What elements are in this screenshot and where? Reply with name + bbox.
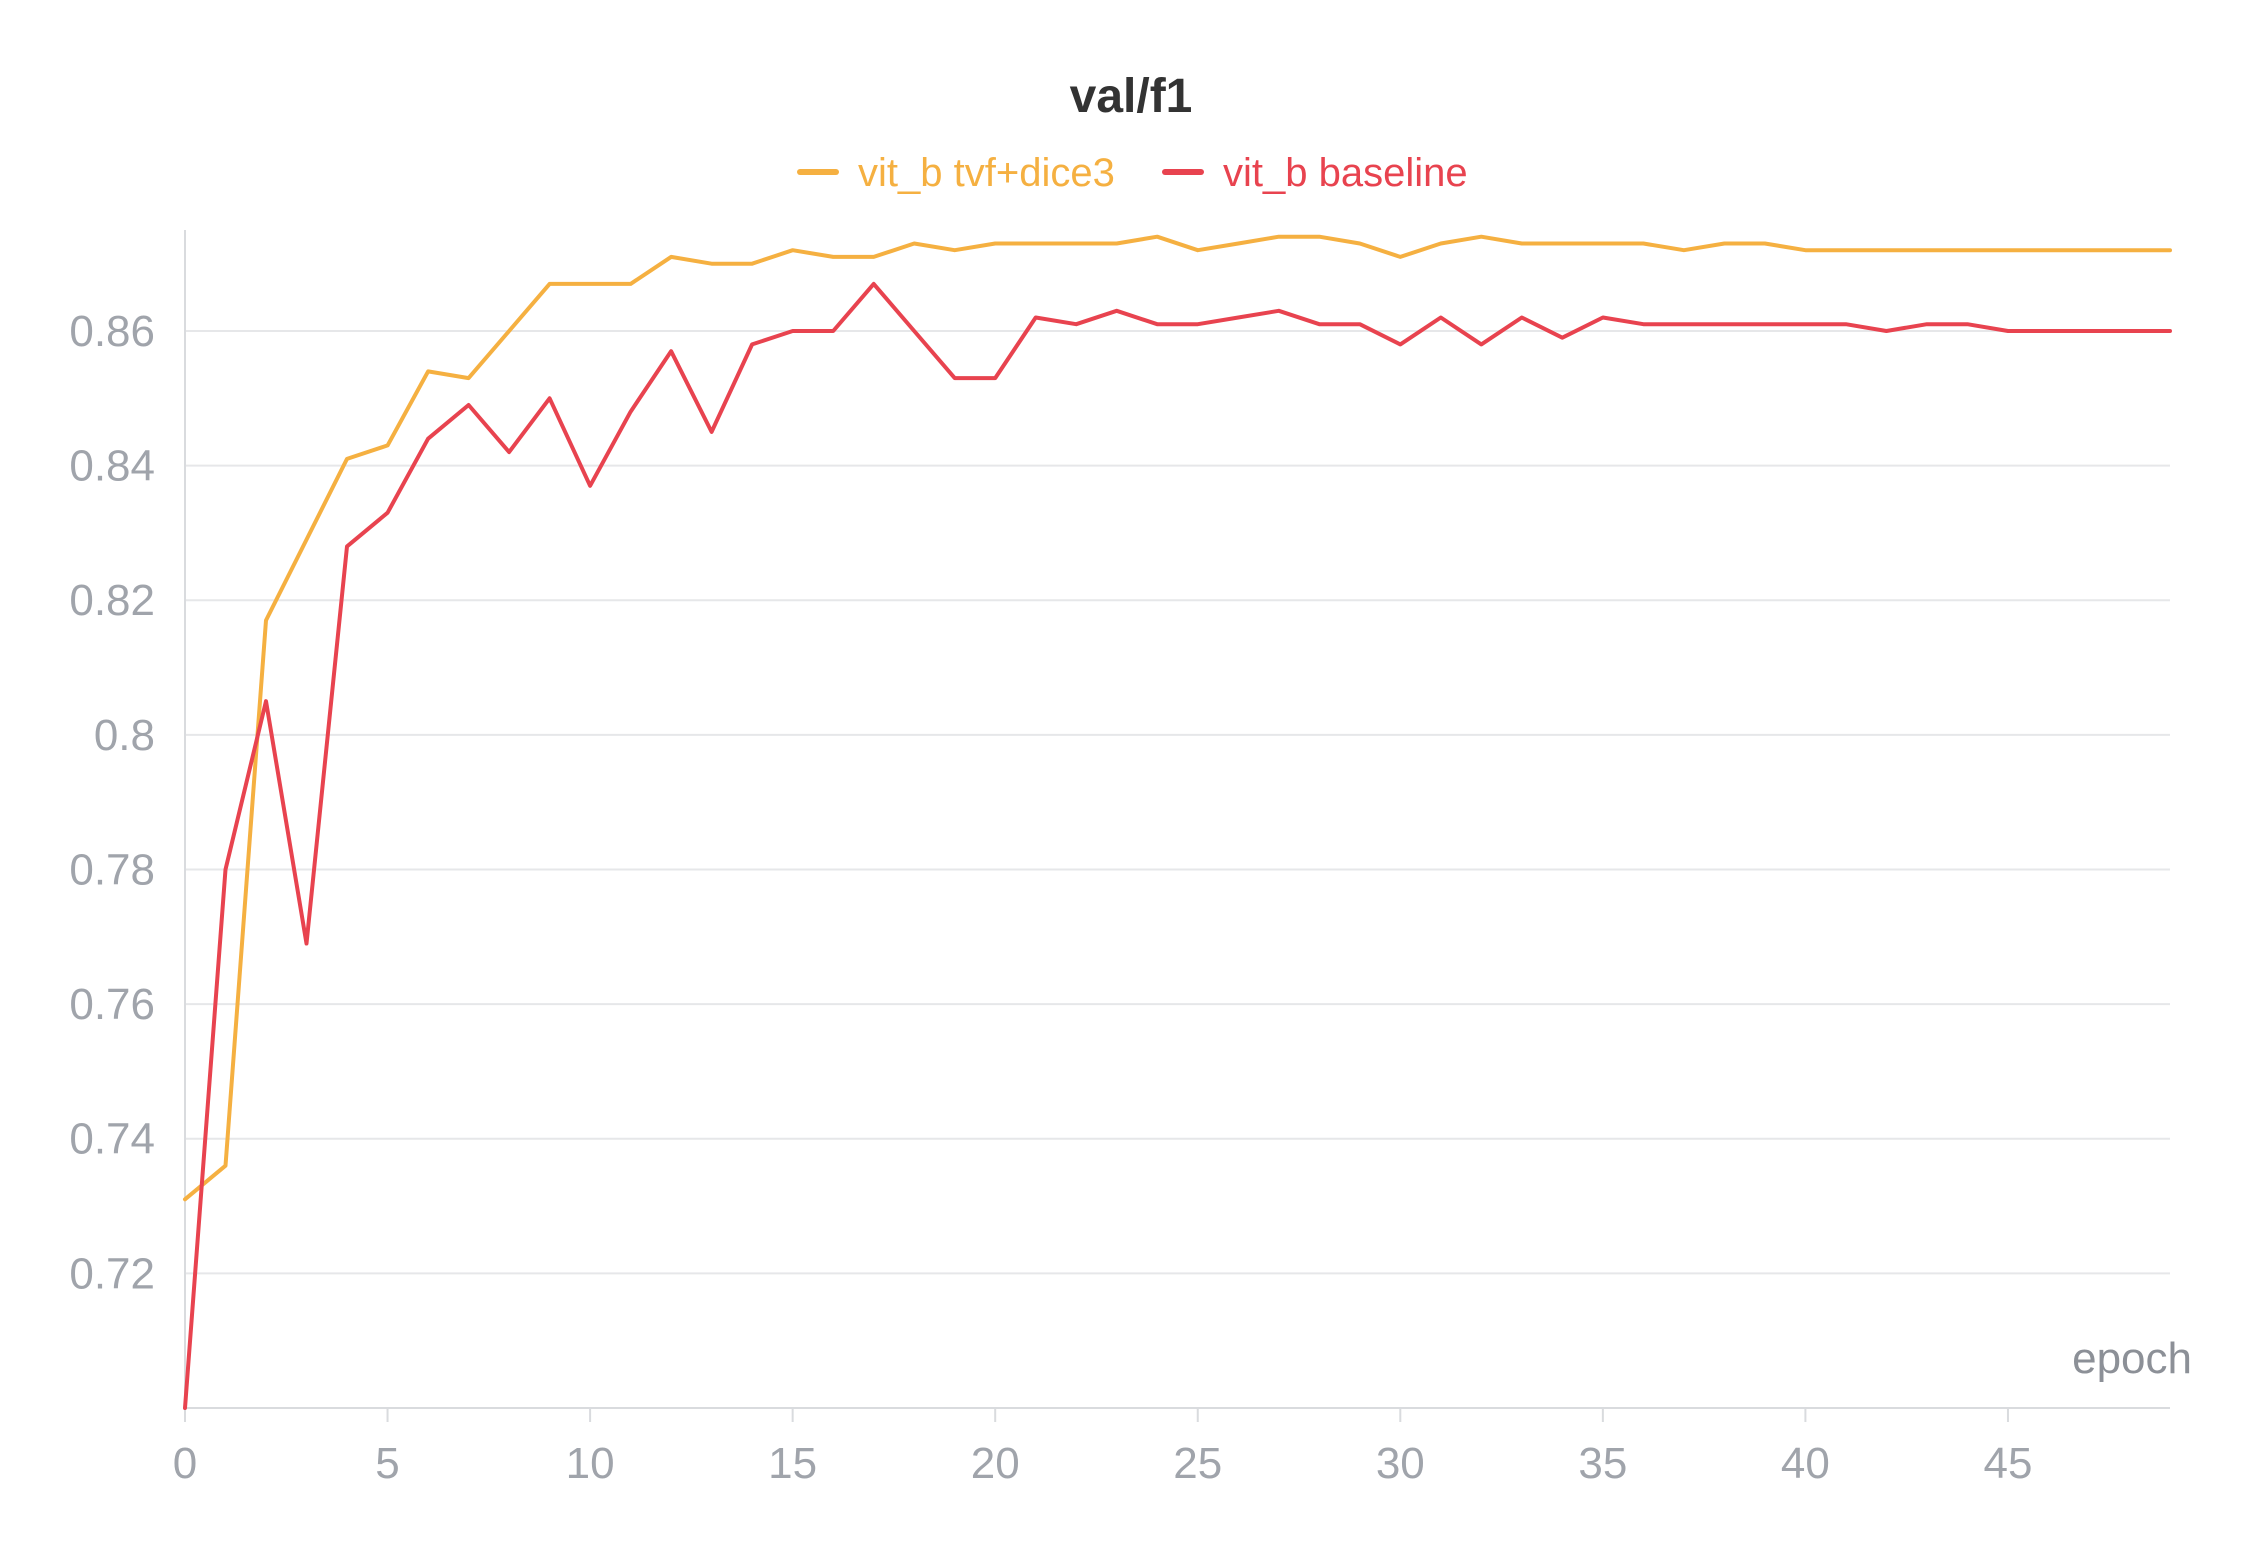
x-tick-label: 45 <box>1983 1439 2032 1488</box>
y-tick-label: 0.74 <box>69 1115 155 1164</box>
legend: vit_b tvf+dice3 vit_b baseline <box>797 151 1468 195</box>
x-tick-label: 5 <box>375 1439 399 1488</box>
y-tick-label: 0.8 <box>94 711 155 760</box>
x-tick-label: 0 <box>173 1439 197 1488</box>
x-tick-label: 10 <box>566 1439 615 1488</box>
y-tick-label: 0.78 <box>69 845 155 894</box>
x-tick-label: 30 <box>1376 1439 1425 1488</box>
series-line-1 <box>183 234 2172 1202</box>
y-tick-label: 0.82 <box>69 576 155 625</box>
x-axis-title: epoch <box>2072 1334 2192 1383</box>
x-tick-label: 15 <box>768 1439 817 1488</box>
legend-label: vit_b baseline <box>1223 151 1468 195</box>
y-tick-label: 0.86 <box>69 307 155 356</box>
x-tick-label: 35 <box>1578 1439 1627 1488</box>
y-tick-label: 0.84 <box>69 442 155 491</box>
grid-lines <box>185 329 2170 1275</box>
legend-label: vit_b tvf+dice3 <box>858 151 1115 195</box>
y-tick-label: 0.76 <box>69 980 155 1029</box>
chart-title: val/f1 <box>1070 70 1193 123</box>
series-lines <box>183 234 2172 1410</box>
y-tick-label: 0.72 <box>69 1249 155 1298</box>
x-tick-label: 40 <box>1781 1439 1830 1488</box>
tick-labels: 0.72 0.74 0.76 0.78 0.8 0.82 0.84 0.86 0 5 10 15 20 2… <box>69 307 2032 1488</box>
x-tick-label: 20 <box>971 1439 1020 1488</box>
series-line-2 <box>183 281 2172 1410</box>
axes <box>184 230 2170 1422</box>
x-tick-label: 25 <box>1173 1439 1222 1488</box>
